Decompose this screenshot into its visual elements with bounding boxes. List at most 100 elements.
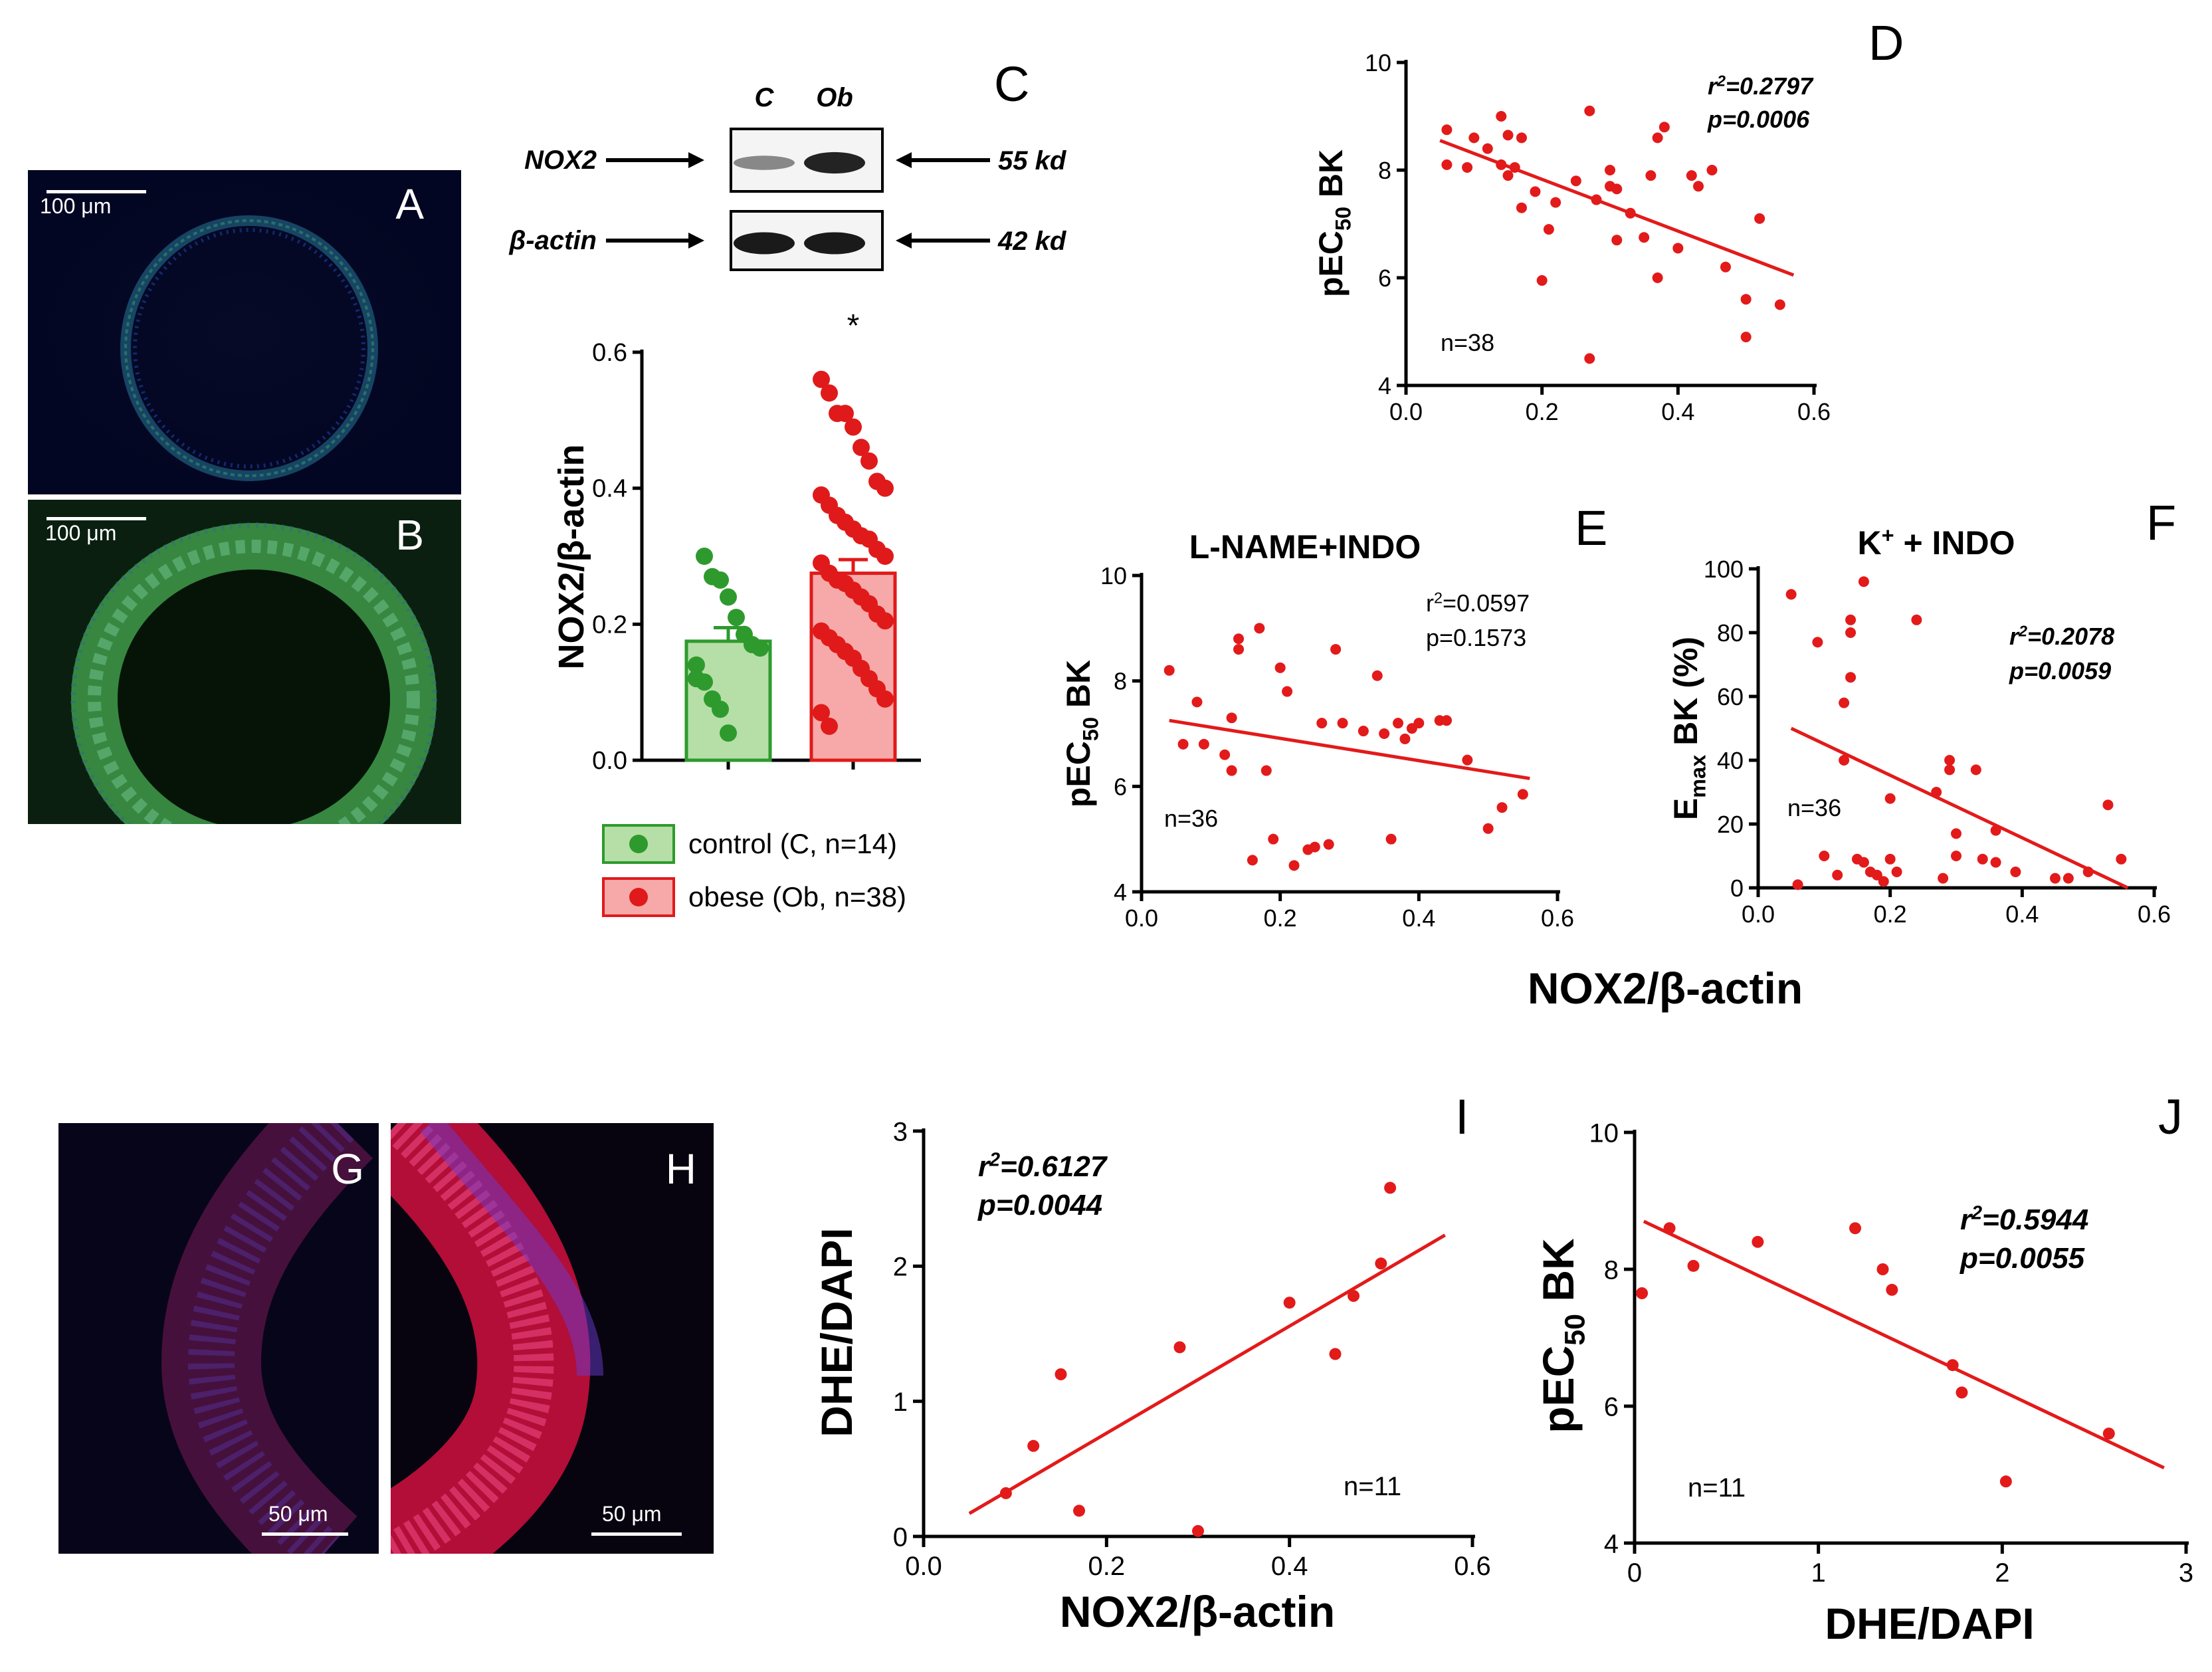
r-squared-E: r2=0.0597 <box>1426 589 1530 617</box>
y-tick-label-D: 4 <box>1378 372 1391 399</box>
lane-label-c: C <box>755 83 775 112</box>
data-point-F <box>2116 853 2127 865</box>
data-point-F <box>1785 589 1797 600</box>
data-point-I <box>1173 1341 1186 1354</box>
y-tick-label-J: 6 <box>1604 1392 1619 1421</box>
p-value-E: p=0.1573 <box>1426 624 1526 651</box>
data-point-E <box>1191 696 1203 708</box>
bar-point-1 <box>813 704 830 722</box>
data-point-D <box>1516 132 1527 144</box>
bar-point-1 <box>876 690 894 708</box>
data-point-D <box>1496 111 1507 122</box>
data-point-D <box>1639 232 1650 243</box>
y-tick-label-E: 4 <box>1114 879 1127 906</box>
data-point-E <box>1254 623 1265 634</box>
data-point-E <box>1496 802 1508 813</box>
data-point-F <box>1990 857 2001 868</box>
x-tick-label-F: 0.0 <box>1742 900 1775 928</box>
data-point-D <box>1543 224 1554 235</box>
data-point-E <box>1177 738 1189 750</box>
panel-letter-c: C <box>994 56 1029 112</box>
data-point-I <box>1192 1524 1204 1537</box>
data-point-F <box>1792 879 1803 890</box>
data-point-D <box>1441 159 1453 170</box>
regression-line-E <box>1169 718 1530 780</box>
data-point-D <box>1672 243 1684 254</box>
data-point-E <box>1357 726 1369 737</box>
regression-line-I <box>968 1233 1446 1515</box>
data-point-J <box>1956 1386 1968 1399</box>
data-point-J <box>2102 1427 2115 1440</box>
lane-label-ob: Ob <box>816 83 853 112</box>
x-tick-label-E: 0.6 <box>1541 904 1574 932</box>
bar-point-0 <box>728 609 745 627</box>
arrow-out-head-1 <box>896 233 912 249</box>
data-point-E <box>1371 670 1383 681</box>
y-tick-label-J: 10 <box>1589 1118 1619 1148</box>
x-tick-label-D: 0.4 <box>1661 398 1694 425</box>
bar-point-0 <box>712 571 729 589</box>
x-tick-label-F: 0.6 <box>2138 900 2171 928</box>
y-tick-label-E: 10 <box>1100 562 1127 589</box>
p-value-I: p=0.0044 <box>977 1189 1102 1221</box>
data-point-F <box>1891 867 1902 877</box>
chart-title-F: K+ + INDO <box>1857 524 2015 562</box>
x-tick-label-D: 0.2 <box>1526 398 1559 425</box>
x-tick-label-D: 0.6 <box>1797 398 1831 425</box>
data-point-D <box>1652 132 1663 144</box>
data-point-J <box>1876 1263 1889 1275</box>
legend-label-0: control (C, n=14) <box>688 828 897 859</box>
data-point-D <box>1502 170 1514 181</box>
arrow-out-head-0 <box>896 152 912 168</box>
panel-letter-h: H <box>665 1145 696 1193</box>
data-point-D <box>1652 272 1663 283</box>
data-point-D <box>1530 186 1541 197</box>
y-tick-label-F: 40 <box>1717 747 1744 774</box>
arrow-in-head-0 <box>688 152 704 168</box>
y-tick-label-E: 6 <box>1114 773 1127 800</box>
x-tick-label-J: 1 <box>1811 1558 1826 1588</box>
bar-point-0 <box>688 656 705 674</box>
scale-bar-label-g: 50 μm <box>268 1502 328 1526</box>
legend-swatch-1 <box>602 877 675 917</box>
bar-point-1 <box>876 548 894 565</box>
data-point-E <box>1282 686 1293 697</box>
data-point-F <box>2050 873 2061 884</box>
data-point-E <box>1274 662 1286 673</box>
data-point-E <box>1233 644 1245 655</box>
panel-letter-a: A <box>395 180 424 228</box>
panel-letter-d: D <box>1868 15 1904 70</box>
y-tick-label-F: 60 <box>1717 683 1744 710</box>
data-point-I <box>1073 1505 1086 1517</box>
data-point-D <box>1516 202 1527 213</box>
y-tick-label-F: 100 <box>1704 556 1744 583</box>
data-point-D <box>1550 197 1561 208</box>
data-point-E <box>1379 728 1390 739</box>
r-squared-J: r2=0.5944 <box>1960 1203 2088 1236</box>
data-point-I <box>1329 1348 1342 1360</box>
data-point-F <box>1858 857 1869 868</box>
data-point-D <box>1482 143 1493 154</box>
data-point-D <box>1740 332 1752 343</box>
data-point-E <box>1399 733 1411 744</box>
data-point-D <box>1659 122 1670 133</box>
y-tick-label-D: 6 <box>1378 264 1391 292</box>
x-tick-label-E: 0.2 <box>1264 904 1297 932</box>
bar-point-0 <box>720 724 737 742</box>
data-point-D <box>1468 132 1480 144</box>
data-point-D <box>1645 170 1657 181</box>
legend-marker-1 <box>629 888 648 906</box>
scale-bar-label-a: 100 μm <box>40 194 112 218</box>
data-point-F <box>1884 793 1896 804</box>
kd-label-0: 55 kd <box>998 146 1067 175</box>
micrograph-b: 100 μm B <box>28 500 461 824</box>
data-point-F <box>1951 851 1961 861</box>
y-tick-label-J: 8 <box>1604 1255 1619 1285</box>
x-axis-label-I: NOX2/β-actin <box>1060 1587 1335 1636</box>
data-point-F <box>1951 828 1961 839</box>
data-point-J <box>1886 1283 1898 1296</box>
data-point-D <box>1686 170 1697 181</box>
data-point-F <box>2062 873 2074 884</box>
